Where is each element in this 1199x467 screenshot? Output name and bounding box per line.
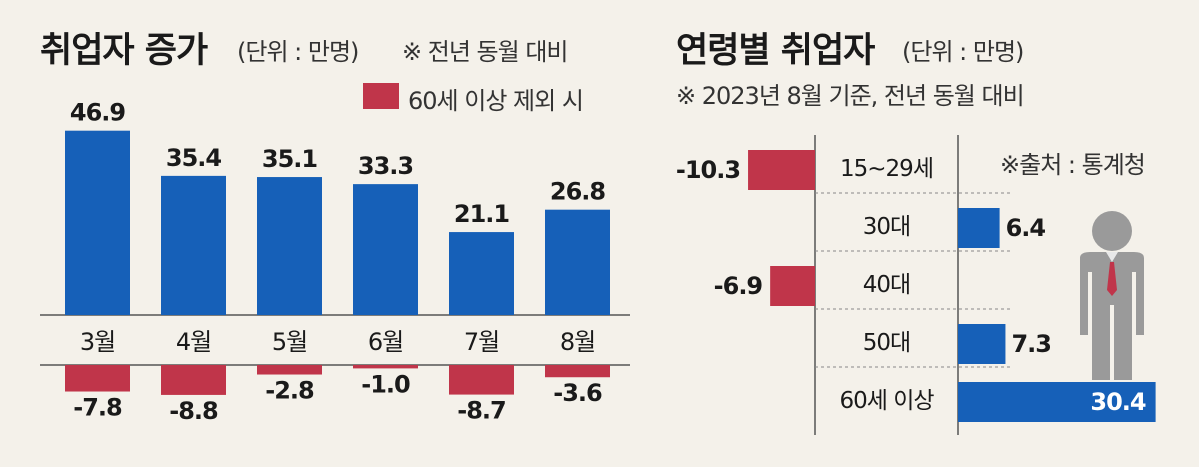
value-label-increase: 33.3 [358, 152, 413, 180]
month-label: 4월 [176, 328, 211, 356]
bar-negative [748, 150, 815, 190]
left-bar-chart: 46.9 3월 -7.8 35.4 4월 -8.8 35.1 5월 -2.8 33.3 6월 -1.0… [40, 99, 630, 425]
month-label: 6월 [368, 328, 403, 356]
age-group-label: 50대 [863, 330, 910, 356]
bar-increase [65, 130, 130, 315]
bar-positive [958, 208, 1000, 248]
value-label-excl-60plus: -8.7 [457, 397, 505, 425]
bar-increase [257, 177, 322, 315]
value-label: 6.4 [1006, 214, 1046, 242]
legend-label: 60세 이상 제외 시 [408, 87, 584, 115]
value-label-excl-60plus: -3.6 [553, 379, 602, 407]
bar-excl-60plus [353, 365, 418, 369]
value-label: 7.3 [1011, 330, 1051, 358]
value-label-increase: 35.1 [262, 145, 318, 173]
bar-increase [161, 175, 226, 315]
right-chart-title: 연령별 취업자 [676, 31, 875, 71]
bar-increase [449, 232, 514, 315]
month-label: 5월 [272, 328, 307, 356]
bar-excl-60plus [545, 365, 610, 378]
bar-increase [545, 209, 610, 315]
value-label-increase: 46.9 [70, 99, 126, 127]
bar-increase [353, 184, 418, 315]
right-chart-unit: (단위 : 만명) [902, 38, 1024, 66]
value-label: -6.9 [714, 272, 763, 300]
age-group-label: 60세 이상 [839, 388, 934, 414]
value-label-increase: 35.4 [166, 144, 222, 172]
age-group-label: 40대 [863, 272, 910, 298]
bar-positive [958, 382, 1156, 422]
bar-excl-60plus [257, 365, 322, 375]
left-chart-note: ※ 전년 동월 대비 [402, 38, 568, 66]
right-chart-note: ※ 2023년 8월 기준, 전년 동월 대비 [676, 82, 1025, 110]
value-label-increase: 21.1 [454, 200, 510, 228]
value-label: -10.3 [676, 156, 740, 184]
value-label-excl-60plus: -8.8 [169, 397, 218, 425]
person-icon [1080, 211, 1144, 380]
left-chart-title: 취업자 증가 [40, 31, 208, 71]
value-label: 30.4 [1090, 388, 1146, 416]
month-label: 8월 [560, 328, 595, 356]
value-label-increase: 26.8 [550, 178, 606, 206]
month-label: 3월 [80, 328, 115, 356]
left-chart-unit: (단위 : 만명) [237, 38, 359, 66]
bar-positive [958, 324, 1006, 364]
source-note: ※출처 : 통계청 [1000, 151, 1146, 179]
age-group-label: 30대 [863, 214, 910, 240]
value-label-excl-60plus: -2.8 [265, 377, 314, 405]
legend-swatch-red [363, 83, 399, 109]
value-label-excl-60plus: -7.8 [73, 394, 122, 422]
age-group-label: 15~29세 [840, 156, 933, 182]
bar-negative [770, 266, 815, 306]
bar-excl-60plus [161, 365, 226, 395]
bar-excl-60plus [65, 365, 130, 392]
month-label: 7월 [464, 328, 499, 356]
bar-excl-60plus [449, 365, 514, 395]
value-label-excl-60plus: -1.0 [361, 370, 410, 398]
